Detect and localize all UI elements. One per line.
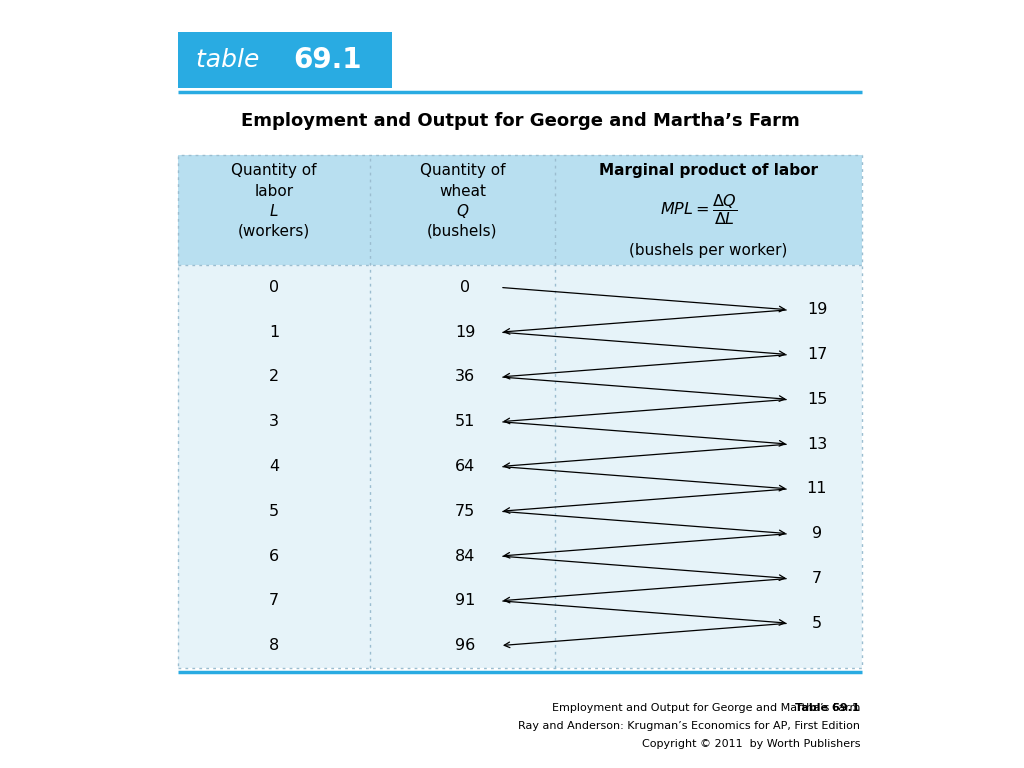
Text: 13: 13	[807, 437, 827, 452]
Text: 4: 4	[269, 459, 280, 474]
Text: Table 69.1: Table 69.1	[796, 703, 860, 713]
Text: 7: 7	[269, 594, 280, 608]
Text: 36: 36	[455, 369, 475, 385]
Text: 8: 8	[269, 638, 280, 653]
Text: Employment and Output for George and Martha’s Farm: Employment and Output for George and Mar…	[517, 703, 860, 713]
Text: Quantity of: Quantity of	[420, 164, 505, 178]
Text: 0: 0	[460, 280, 470, 295]
Bar	[178, 155, 862, 668]
Text: 19: 19	[455, 325, 475, 339]
Text: 51: 51	[455, 414, 475, 429]
Text: 17: 17	[807, 347, 827, 362]
Text: 15: 15	[807, 392, 827, 407]
Text: 6: 6	[269, 548, 280, 564]
Bar	[178, 32, 392, 88]
Text: 75: 75	[455, 504, 475, 518]
Text: (workers): (workers)	[238, 223, 310, 239]
Text: (bushels per worker): (bushels per worker)	[630, 243, 787, 259]
Text: Copyright © 2011  by Worth Publishers: Copyright © 2011 by Worth Publishers	[641, 739, 860, 749]
Text: 84: 84	[455, 548, 475, 564]
Text: Employment and Output for George and Martha’s Farm: Employment and Output for George and Mar…	[241, 112, 800, 130]
Text: 64: 64	[455, 459, 475, 474]
Text: Q: Q	[457, 204, 469, 219]
Text: 2: 2	[269, 369, 280, 385]
Text: (bushels): (bushels)	[427, 223, 498, 239]
Text: L: L	[269, 204, 279, 219]
Text: 0: 0	[269, 280, 280, 295]
Text: 7: 7	[812, 571, 822, 586]
Text: wheat: wheat	[439, 184, 486, 198]
Text: 19: 19	[807, 303, 827, 317]
Text: 3: 3	[269, 414, 279, 429]
Text: 5: 5	[269, 504, 280, 518]
Text: $\mathit{MPL} = \dfrac{\Delta Q}{\Delta L}$: $\mathit{MPL} = \dfrac{\Delta Q}{\Delta …	[659, 193, 737, 227]
Text: 91: 91	[455, 594, 475, 608]
Text: Quantity of: Quantity of	[231, 164, 316, 178]
Text: Marginal product of labor: Marginal product of labor	[599, 164, 818, 178]
Text: 5: 5	[812, 616, 822, 631]
Bar	[178, 265, 862, 668]
Text: 96: 96	[455, 638, 475, 653]
Text: 69.1: 69.1	[293, 46, 361, 74]
Text: table: table	[196, 48, 267, 72]
Text: 1: 1	[269, 325, 280, 339]
Text: Ray and Anderson: Krugman’s Economics for AP, First Edition: Ray and Anderson: Krugman’s Economics fo…	[518, 721, 860, 731]
Text: 11: 11	[807, 482, 827, 496]
Text: 9: 9	[812, 526, 822, 541]
Bar	[178, 155, 862, 265]
Text: labor: labor	[254, 184, 294, 198]
